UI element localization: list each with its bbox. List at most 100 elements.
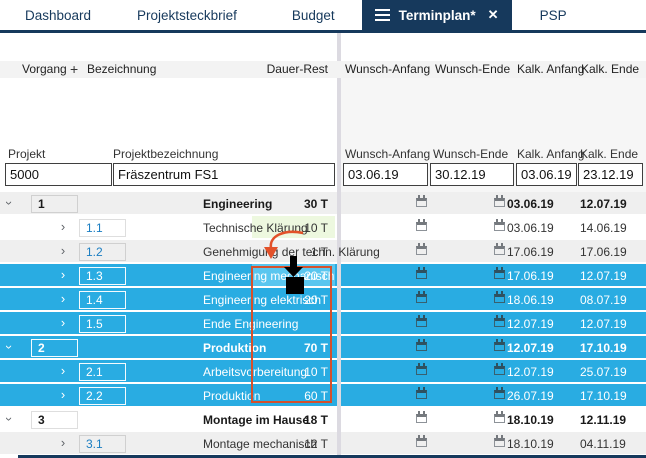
wunsch-anfang-cell[interactable] — [343, 435, 427, 450]
calendar-icon[interactable] — [494, 219, 505, 231]
wunsch-ende-cell[interactable] — [430, 291, 505, 306]
tab-projektsteckbrief[interactable]: Projektsteckbrief — [137, 7, 237, 23]
task-duration-cell[interactable]: 30 T — [303, 197, 328, 211]
wunsch-anfang-cell[interactable] — [343, 363, 427, 378]
project-wunsch-ende-field[interactable]: 30.12.19 — [430, 163, 514, 186]
kalk-anfang-date[interactable]: 03.06.19 — [507, 221, 554, 235]
task-id-cell[interactable]: 3.1 — [79, 435, 126, 453]
chevron-right-icon[interactable]: › — [60, 291, 66, 306]
kalk-anfang-date[interactable]: 03.06.19 — [507, 197, 554, 211]
task-id-cell[interactable]: 1.3 — [79, 267, 126, 285]
kalk-anfang-date[interactable]: 18.10.19 — [507, 437, 554, 451]
task-duration-cell[interactable]: 12 T — [304, 437, 328, 451]
wunsch-ende-cell[interactable] — [430, 363, 505, 378]
task-id-cell[interactable]: 2.1 — [79, 363, 126, 381]
task-duration-cell[interactable]: 70 T — [303, 341, 328, 355]
task-row-1.2[interactable]: › 1.2 Genehmigung der techn. Klärung 1 T 17.… — [0, 240, 646, 264]
task-row-2.1[interactable]: › 2.1 Arbeitsvorbereitung 10 T 12.07.19 25.07… — [0, 360, 646, 384]
tab-psp[interactable]: PSP — [539, 7, 567, 23]
chevron-right-icon[interactable]: › — [60, 219, 66, 234]
calendar-icon[interactable] — [494, 291, 505, 303]
task-duration-cell[interactable]: 10 T — [304, 365, 328, 379]
wunsch-ende-cell[interactable] — [430, 387, 505, 402]
kalk-anfang-date[interactable]: 26.07.19 — [507, 389, 554, 403]
chevron-right-icon[interactable]: › — [60, 387, 66, 402]
calendar-icon[interactable] — [416, 219, 427, 231]
wunsch-ende-cell[interactable] — [430, 195, 505, 210]
calendar-icon[interactable] — [416, 387, 427, 399]
chevron-down-icon[interactable]: › — [2, 200, 17, 206]
kalk-anfang-date[interactable]: 18.06.19 — [507, 293, 554, 307]
task-id-cell[interactable]: 1.5 — [79, 315, 126, 333]
task-row-1.1[interactable]: › 1.1 Technische Klärung 10 T 03.06.19 14.06.… — [0, 216, 646, 240]
task-row-3[interactable]: › 3 Montage im Hause 18 T 18.10.19 12.11.19 — [0, 408, 646, 432]
task-id-cell[interactable]: 2 — [31, 339, 78, 357]
add-task-button[interactable]: + — [70, 61, 79, 77]
task-duration-cell[interactable]: 60 T — [304, 389, 328, 403]
chevron-right-icon[interactable]: › — [60, 267, 66, 282]
calendar-icon[interactable] — [494, 315, 505, 327]
task-duration-cell[interactable]: 20 T — [304, 293, 328, 307]
chevron-right-icon[interactable]: › — [60, 315, 66, 330]
calendar-icon[interactable] — [494, 339, 505, 351]
chevron-right-icon[interactable]: › — [60, 363, 66, 378]
wunsch-anfang-cell[interactable] — [343, 195, 427, 210]
chevron-right-icon[interactable]: › — [60, 435, 66, 450]
chevron-right-icon[interactable]: › — [60, 243, 66, 258]
wunsch-ende-cell[interactable] — [430, 435, 505, 450]
kalk-ende-date[interactable]: 25.07.19 — [580, 365, 627, 379]
wunsch-anfang-cell[interactable] — [343, 315, 427, 330]
kalk-ende-date[interactable]: 12.11.19 — [580, 413, 627, 427]
task-row-1[interactable]: › 1 Engineering 30 T 03.06.19 12.07.19 — [0, 192, 646, 216]
task-row-3.1[interactable]: › 3.1 Montage mechanisch 12 T 18.10.19 04.11.… — [0, 432, 646, 456]
calendar-icon[interactable] — [494, 195, 505, 207]
project-wunsch-anfang-field[interactable]: 03.06.19 — [343, 163, 428, 186]
kalk-anfang-date[interactable]: 18.10.19 — [507, 413, 554, 427]
task-duration-cell[interactable]: 1 T — [310, 245, 328, 259]
wunsch-anfang-cell[interactable] — [343, 219, 427, 234]
wunsch-ende-cell[interactable] — [430, 267, 505, 282]
kalk-ende-date[interactable]: 17.06.19 — [580, 245, 627, 259]
wunsch-ende-cell[interactable] — [430, 339, 505, 354]
close-icon[interactable]: ✕ — [487, 7, 499, 22]
kalk-anfang-date[interactable]: 17.06.19 — [507, 245, 554, 259]
calendar-icon[interactable] — [416, 291, 427, 303]
chevron-down-icon[interactable]: › — [2, 344, 17, 350]
calendar-icon[interactable] — [416, 243, 427, 255]
kalk-ende-date[interactable]: 12.07.19 — [580, 317, 627, 331]
kalk-ende-date[interactable]: 04.11.19 — [580, 437, 626, 451]
task-duration-cell[interactable]: 20 T — [304, 269, 328, 283]
kalk-ende-date[interactable]: 12.07.19 — [580, 197, 627, 211]
wunsch-anfang-cell[interactable] — [343, 411, 427, 426]
calendar-icon[interactable] — [494, 387, 505, 399]
task-id-cell[interactable]: 1.2 — [79, 243, 126, 261]
calendar-icon[interactable] — [416, 267, 427, 279]
kalk-anfang-date[interactable]: 12.07.19 — [507, 317, 554, 331]
wunsch-ende-cell[interactable] — [430, 315, 505, 330]
task-duration-cell[interactable]: 10 T — [304, 221, 328, 235]
task-id-cell[interactable]: 2.2 — [79, 387, 126, 405]
project-name-field[interactable]: Fräszentrum FS1 — [113, 163, 335, 186]
chevron-down-icon[interactable]: › — [2, 416, 17, 422]
wunsch-anfang-cell[interactable] — [343, 387, 427, 402]
kalk-ende-date[interactable]: 14.06.19 — [580, 221, 627, 235]
wunsch-anfang-cell[interactable] — [343, 339, 427, 354]
project-kalk-ende-field[interactable]: 23.12.19 — [578, 163, 643, 186]
calendar-icon[interactable] — [494, 243, 505, 255]
calendar-icon[interactable] — [416, 411, 427, 423]
wunsch-ende-cell[interactable] — [430, 243, 505, 258]
wunsch-anfang-cell[interactable] — [343, 243, 427, 258]
calendar-icon[interactable] — [416, 363, 427, 375]
kalk-ende-date[interactable]: 12.07.19 — [580, 269, 627, 283]
calendar-icon[interactable] — [494, 363, 505, 375]
kalk-ende-date[interactable]: 17.10.19 — [580, 389, 627, 403]
calendar-icon[interactable] — [494, 435, 505, 447]
kalk-ende-date[interactable]: 08.07.19 — [580, 293, 627, 307]
project-number-field[interactable]: 5000 — [5, 163, 112, 186]
calendar-icon[interactable] — [494, 267, 505, 279]
tab-dashboard[interactable]: Dashboard — [25, 7, 92, 23]
task-id-cell[interactable]: 1 — [31, 195, 78, 213]
wunsch-ende-cell[interactable] — [430, 219, 505, 234]
calendar-icon[interactable] — [416, 339, 427, 351]
task-id-cell[interactable]: 3 — [31, 411, 78, 429]
